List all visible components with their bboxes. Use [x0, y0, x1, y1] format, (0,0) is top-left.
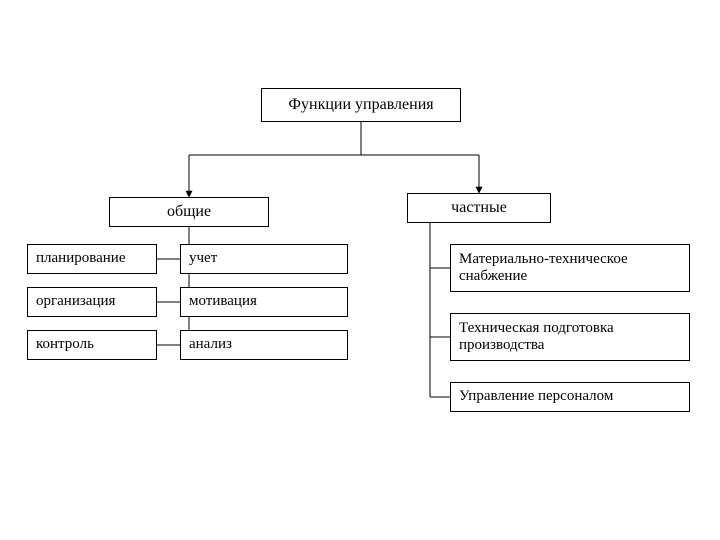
node-p3: Управление персоналом — [450, 382, 690, 412]
node-c5: мотивация — [180, 287, 348, 317]
node-common-label: общие — [167, 203, 211, 221]
node-c4: учет — [180, 244, 348, 274]
node-common: общие — [109, 197, 269, 227]
node-c2-label: организация — [36, 293, 115, 310]
node-c3-label: контроль — [36, 336, 94, 353]
node-private: частные — [407, 193, 551, 223]
node-p1-label: Материально-техническое снабжение — [459, 251, 681, 286]
node-root: Функции управления — [261, 88, 461, 122]
node-c1: планирование — [27, 244, 157, 274]
node-root-label: Функции управления — [288, 96, 433, 114]
node-p2-label: Техническая подготовка производства — [459, 320, 681, 355]
node-c6: анализ — [180, 330, 348, 360]
node-c2: организация — [27, 287, 157, 317]
node-p1: Материально-техническое снабжение — [450, 244, 690, 292]
node-p3-label: Управление персоналом — [459, 388, 613, 405]
diagram-canvas: Функции управления общие частные планиро… — [0, 0, 720, 540]
node-c1-label: планирование — [36, 250, 125, 267]
node-c6-label: анализ — [189, 336, 232, 353]
node-c4-label: учет — [189, 250, 217, 267]
node-c3: контроль — [27, 330, 157, 360]
node-p2: Техническая подготовка производства — [450, 313, 690, 361]
node-c5-label: мотивация — [189, 293, 257, 310]
node-private-label: частные — [451, 199, 507, 217]
